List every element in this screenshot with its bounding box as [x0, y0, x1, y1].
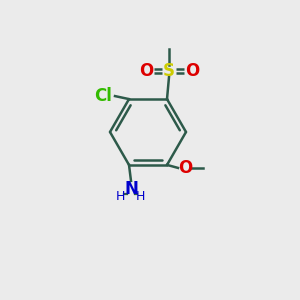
Text: H: H [135, 190, 145, 203]
Text: H: H [115, 190, 125, 203]
Text: O: O [185, 62, 199, 80]
Text: Cl: Cl [94, 87, 112, 105]
Text: O: O [139, 62, 153, 80]
Text: S: S [163, 62, 175, 80]
Text: N: N [124, 180, 138, 198]
Text: O: O [178, 159, 192, 177]
